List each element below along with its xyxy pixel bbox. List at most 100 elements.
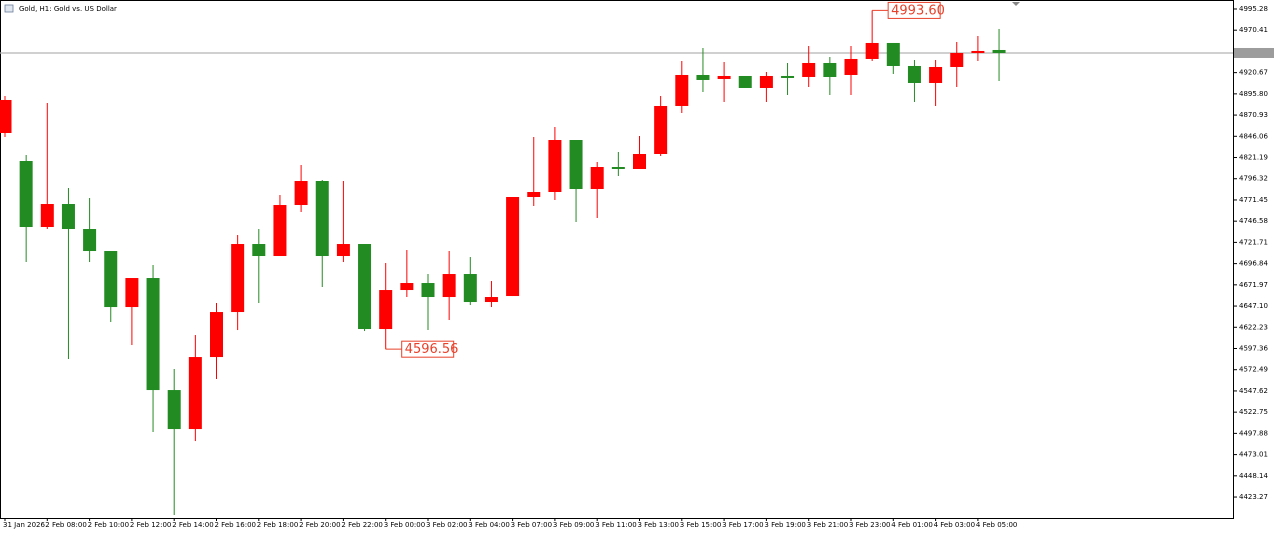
candle-body	[336, 244, 350, 257]
x-tick-label: 3 Feb 17:00	[722, 521, 763, 529]
candle-body	[167, 390, 181, 430]
price-tag	[1234, 47, 1274, 58]
x-tick-label: 3 Feb 04:00	[468, 521, 509, 529]
candle-body	[19, 160, 33, 228]
candle-body	[907, 65, 921, 83]
y-tick-label: 4895.80	[1239, 90, 1268, 98]
chart-title: Gold, H1: Gold vs. US Dollar	[19, 5, 117, 13]
candle-body	[802, 62, 816, 77]
annotation-label: 4993.60	[891, 3, 945, 18]
x-tick-label: 2 Feb 20:00	[299, 521, 340, 529]
x-tick-label: 3 Feb 13:00	[638, 521, 679, 529]
x-tick-label: 3 Feb 00:00	[384, 521, 425, 529]
candle-body	[823, 62, 837, 77]
chart-icon	[4, 4, 14, 13]
candle-body	[506, 197, 520, 297]
candle-body	[294, 181, 308, 206]
annotation-box	[887, 1, 941, 19]
x-tick-label: 2 Feb 12:00	[130, 521, 171, 529]
y-tick-label: 4846.06	[1239, 132, 1268, 140]
y-tick-label: 4647.10	[1239, 302, 1268, 310]
candle-body	[717, 75, 731, 79]
x-tick-label: 2 Feb 10:00	[88, 521, 129, 529]
y-tick-label: 4821.19	[1239, 154, 1268, 162]
x-tick-label: 3 Feb 07:00	[511, 521, 552, 529]
x-tick-label: 3 Feb 11:00	[595, 521, 636, 529]
candle-body	[231, 244, 245, 313]
y-tick-label: 4721.71	[1239, 238, 1268, 246]
annotation-box	[401, 340, 455, 358]
candle-body	[675, 74, 689, 106]
y-tick-label: 4423.27	[1239, 493, 1268, 501]
y-tick-label: 4970.41	[1239, 26, 1268, 34]
y-tick-label: 4448.14	[1239, 472, 1268, 480]
candle-body	[188, 357, 202, 430]
x-tick-label: 2 Feb 16:00	[215, 521, 256, 529]
candle-body	[548, 139, 562, 193]
candle-body	[590, 167, 604, 190]
candle-body	[40, 204, 54, 228]
y-tick-label: 4473.01	[1239, 451, 1268, 459]
candle-body	[611, 167, 625, 170]
x-tick-label: 2 Feb 08:00	[45, 521, 86, 529]
candle-body	[886, 42, 900, 66]
candle-body	[484, 297, 498, 303]
candle-body	[252, 244, 266, 257]
candle-body	[210, 312, 223, 358]
candle-body	[738, 75, 752, 88]
candle-body	[633, 154, 646, 170]
candle-body	[315, 181, 329, 257]
candle-body	[929, 66, 943, 83]
candle-body	[125, 278, 139, 308]
candle-body	[146, 278, 160, 391]
candle-body	[0, 99, 12, 133]
candle-body	[654, 105, 668, 155]
y-tick-label: 4547.62	[1239, 387, 1268, 395]
candle-body	[61, 204, 75, 230]
x-tick-label: 2 Feb 18:00	[257, 521, 298, 529]
y-tick-label: 4746.58	[1239, 217, 1268, 225]
annotation-label: 4596.56	[405, 342, 459, 357]
y-tick-label: 4796.32	[1239, 175, 1268, 183]
candle-body	[83, 229, 97, 252]
x-tick-label: 3 Feb 02:00	[426, 521, 467, 529]
plot-frame	[0, 0, 1234, 519]
candle-body	[569, 139, 583, 190]
x-tick-label: 31 Jan 2026	[3, 521, 46, 529]
y-tick-label: 4696.84	[1239, 260, 1268, 268]
y-tick-label: 4497.88	[1239, 429, 1268, 437]
x-tick-label: 3 Feb 19:00	[764, 521, 805, 529]
x-tick-label: 2 Feb 22:00	[341, 521, 382, 529]
y-tick-label: 4522.75	[1239, 408, 1268, 416]
candle-body	[358, 244, 372, 330]
x-tick-label: 4 Feb 01:00	[891, 521, 932, 529]
x-tick-label: 3 Feb 15:00	[680, 521, 721, 529]
x-tick-label: 3 Feb 21:00	[807, 521, 848, 529]
x-tick-label: 2 Feb 14:00	[172, 521, 213, 529]
candle-body	[400, 283, 414, 291]
candle-body	[844, 58, 858, 75]
x-tick-label: 4 Feb 05:00	[976, 521, 1017, 529]
candle-body	[696, 74, 710, 80]
y-tick-label: 4870.93	[1239, 111, 1268, 119]
candle-body	[273, 205, 287, 257]
shift-marker	[1012, 2, 1020, 6]
y-tick-label: 4771.45	[1239, 196, 1268, 204]
x-tick-label: 3 Feb 09:00	[553, 521, 594, 529]
y-tick-label: 4671.97	[1239, 281, 1268, 289]
candle-body	[463, 274, 477, 303]
candle-body	[759, 75, 773, 88]
candle-body	[442, 274, 456, 298]
candle-body	[527, 192, 541, 198]
candle-body	[971, 50, 985, 53]
y-tick-label: 4920.67	[1239, 69, 1268, 77]
x-tick-label: 3 Feb 23:00	[849, 521, 890, 529]
candle-body	[950, 52, 964, 67]
y-tick-label: 4995.28	[1239, 5, 1268, 13]
candle-body	[379, 290, 393, 330]
candle-body	[781, 75, 795, 78]
candle-body	[992, 49, 1006, 53]
y-tick-label: 4622.23	[1239, 323, 1268, 331]
